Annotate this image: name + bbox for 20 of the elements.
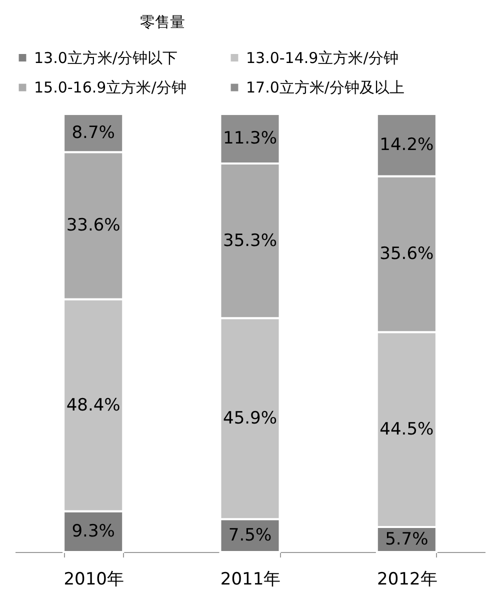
legend-label: 17.0立方米/分钟及以上 [246, 78, 404, 96]
data-label: 5.7% [385, 530, 428, 550]
data-label: 48.4% [66, 395, 120, 416]
legend-label: 13.0-14.9立方米/分钟 [246, 48, 398, 67]
data-label: 44.5% [380, 420, 434, 440]
legend-label: 13.0立方米/分钟以下 [34, 48, 178, 67]
x-tick-label: 2010年 [64, 570, 124, 590]
x-tick-label: 2012年 [377, 570, 438, 590]
data-label: 7.5% [228, 526, 272, 546]
legend-label: 15.0-16.9立方米/分钟 [34, 78, 186, 96]
data-label: 35.6% [380, 244, 434, 264]
x-tick-label: 2011年 [220, 570, 281, 590]
data-label: 35.3% [222, 230, 278, 251]
data-label: 11.3% [222, 128, 278, 149]
data-label: 9.3% [72, 522, 115, 542]
chart-title: 零售量 [140, 13, 185, 31]
data-label: 8.7% [72, 123, 115, 144]
data-label: 45.9% [222, 408, 278, 429]
data-label: 14.2% [380, 135, 434, 156]
data-label: 33.6% [66, 216, 120, 236]
